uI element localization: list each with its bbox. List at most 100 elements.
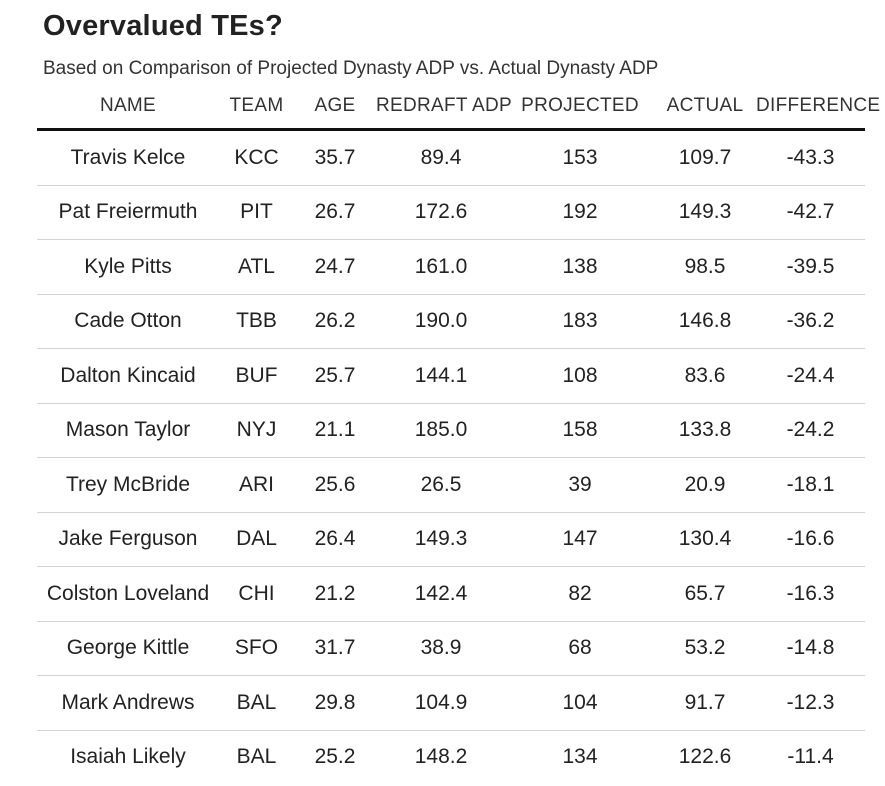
player-name-cell: Mark Andrews [37, 675, 219, 731]
actual-cell: 109.7 [654, 129, 756, 186]
difference-cell: -12.3 [756, 675, 865, 731]
player-name-cell: Colston Loveland [37, 566, 219, 622]
actual-cell: 65.7 [654, 566, 756, 622]
projected-cell: 147 [506, 512, 654, 567]
chart-subtitle: Based on Comparison of Projected Dynasty… [43, 58, 659, 79]
redraft-adp-cell: 89.4 [376, 129, 506, 186]
age-cell: 24.7 [294, 239, 376, 295]
table-body: Travis Kelce KCC 35.7 89.4 153 109.7 -43.3 Pat … [37, 129, 865, 785]
table-row: George Kittle SFO 31.7 38.9 68 53.2 -14.8 [37, 621, 865, 676]
age-cell: 26.4 [294, 512, 376, 567]
difference-cell: -42.7 [756, 185, 865, 240]
age-cell: 26.7 [294, 185, 376, 240]
table-row: Cade Otton TBB 26.2 190.0 183 146.8 -36.2 [37, 294, 865, 349]
difference-cell: -11.4 [787, 745, 834, 769]
actual-cell: 149.3 [654, 185, 756, 240]
player-name-cell: Trey McBride [37, 457, 219, 513]
projected-cell: 192 [506, 185, 654, 240]
difference-cell: -24.4 [756, 348, 865, 404]
team-cell: BUF [219, 348, 294, 404]
projected-cell: 158 [506, 403, 654, 458]
table-row: Pat Freiermuth PIT 26.7 172.6 192 149.3 -42.7 [37, 185, 865, 240]
age-cell: 29.8 [294, 675, 376, 731]
actual-cell: 122.6 [678, 745, 732, 769]
table-row: Isaiah Likely BAL 25.2 148.2 134 122.6 -11.4 [37, 730, 865, 784]
team-cell: KCC [219, 129, 294, 186]
player-name-cell: George Kittle [37, 621, 219, 676]
actual-cell: 53.2 [654, 621, 756, 676]
team-cell: PIT [219, 185, 294, 240]
actual-cell: 20.9 [654, 457, 756, 513]
redraft-adp-cell: 185.0 [376, 403, 506, 458]
team-cell: BAL [236, 745, 277, 769]
difference-cell: -39.5 [756, 239, 865, 295]
player-name-cell: Pat Freiermuth [37, 185, 219, 240]
table-row: Mark Andrews BAL 29.8 104.9 104 91.7 -12.3 [37, 675, 865, 731]
redraft-adp-cell: 142.4 [376, 566, 506, 622]
difference-cell: -18.1 [756, 457, 865, 513]
team-cell: TBB [219, 294, 294, 349]
projected-cell: 39 [506, 457, 654, 513]
actual-cell: 98.5 [654, 239, 756, 295]
data-table: NAME TEAM AGE REDRAFT ADP PROJECTED ACTU… [37, 84, 880, 785]
column-header-age: AGE [294, 84, 376, 131]
age-cell: 31.7 [294, 621, 376, 676]
team-cell: DAL [219, 512, 294, 567]
age-cell: 35.7 [294, 129, 376, 186]
redraft-adp-cell: 172.6 [376, 185, 506, 240]
table-row: Mason Taylor NYJ 21.1 185.0 158 133.8 -24.2 [37, 403, 865, 458]
table-row: Dalton Kincaid BUF 25.7 144.1 108 83.6 -24.4 [37, 348, 865, 404]
projected-cell: 104 [506, 675, 654, 731]
column-header-projected: PROJECTED [506, 84, 654, 131]
age-cell: 25.6 [294, 457, 376, 513]
redraft-adp-cell: 38.9 [376, 621, 506, 676]
projected-cell: 183 [506, 294, 654, 349]
redraft-adp-cell: 104.9 [376, 675, 506, 731]
actual-cell: 91.7 [654, 675, 756, 731]
team-cell: CHI [219, 566, 294, 622]
column-header-name: NAME [37, 84, 219, 131]
table-row: Colston Loveland CHI 21.2 142.4 82 65.7 -16.3 [37, 566, 865, 622]
projected-cell: 134 [562, 745, 598, 769]
age-cell: 26.2 [294, 294, 376, 349]
team-cell: ATL [219, 239, 294, 295]
player-name-cell: Isaiah Likely [70, 745, 186, 769]
player-name-cell: Dalton Kincaid [37, 348, 219, 404]
column-header-redraft-adp: REDRAFT ADP [376, 84, 512, 131]
player-name-cell: Mason Taylor [37, 403, 219, 458]
age-cell: 25.7 [294, 348, 376, 404]
projected-cell: 108 [506, 348, 654, 404]
actual-cell: 146.8 [654, 294, 756, 349]
difference-cell: -36.2 [756, 294, 865, 349]
table-row: Travis Kelce KCC 35.7 89.4 153 109.7 -43.3 [37, 129, 865, 186]
redraft-adp-cell: 26.5 [376, 457, 506, 513]
projected-cell: 138 [506, 239, 654, 295]
column-header-actual: ACTUAL [654, 84, 756, 131]
actual-cell: 133.8 [654, 403, 756, 458]
projected-cell: 68 [506, 621, 654, 676]
age-cell: 25.2 [314, 745, 356, 769]
table-row: Kyle Pitts ATL 24.7 161.0 138 98.5 -39.5 [37, 239, 865, 295]
team-cell: ARI [219, 457, 294, 513]
chart-title: Overvalued TEs? [43, 10, 283, 42]
difference-cell: -16.6 [756, 512, 865, 567]
redraft-adp-cell: 144.1 [376, 348, 506, 404]
projected-cell: 82 [506, 566, 654, 622]
redraft-adp-cell: 148.2 [414, 745, 468, 769]
column-header-team: TEAM [219, 84, 294, 131]
difference-cell: -43.3 [756, 129, 865, 186]
age-cell: 21.1 [294, 403, 376, 458]
team-cell: BAL [219, 675, 294, 731]
difference-cell: -16.3 [756, 566, 865, 622]
player-name-cell: Travis Kelce [37, 129, 219, 186]
difference-cell: -14.8 [756, 621, 865, 676]
table-row: Trey McBride ARI 25.6 26.5 39 20.9 -18.1 [37, 457, 865, 513]
redraft-adp-cell: 161.0 [376, 239, 506, 295]
age-cell: 21.2 [294, 566, 376, 622]
player-name-cell: Cade Otton [37, 294, 219, 349]
team-cell: NYJ [219, 403, 294, 458]
table-header: NAME TEAM AGE REDRAFT ADP PROJECTED ACTU… [37, 84, 880, 131]
actual-cell: 130.4 [654, 512, 756, 567]
redraft-adp-cell: 190.0 [376, 294, 506, 349]
header-row: NAME TEAM AGE REDRAFT ADP PROJECTED ACTU… [37, 84, 880, 131]
